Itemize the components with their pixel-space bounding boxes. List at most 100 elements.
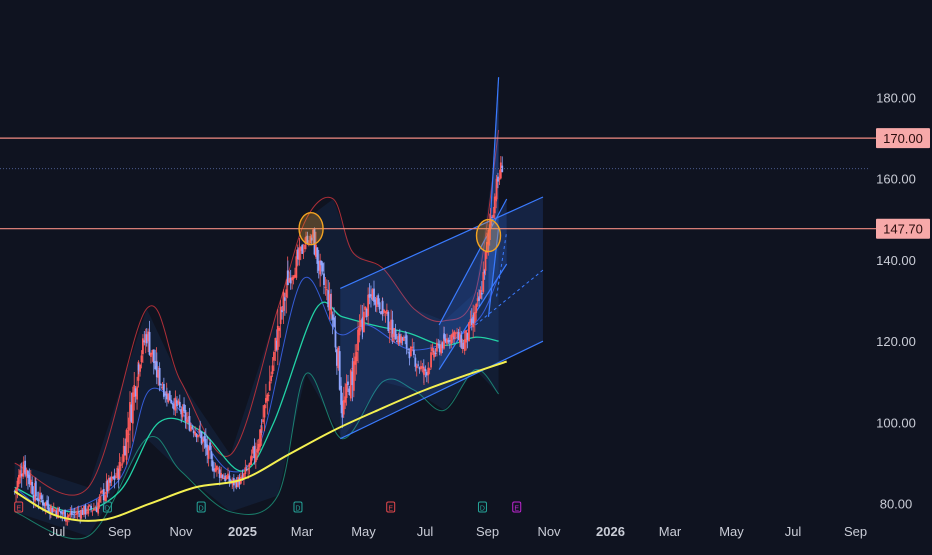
candle-body — [29, 479, 32, 486]
candle-body — [248, 462, 251, 467]
event-marker[interactable]: D — [293, 501, 303, 513]
candle-body — [22, 472, 25, 477]
candle-body — [27, 470, 29, 478]
y-tick-label: 140.00 — [876, 253, 916, 268]
candle-body — [385, 309, 388, 314]
level-label-bg-147.70 — [876, 218, 930, 239]
candle-body — [437, 343, 440, 345]
candle-body — [19, 470, 22, 478]
channel-steep-mid — [496, 231, 508, 297]
candle-body — [305, 236, 307, 245]
candle-body — [340, 385, 343, 405]
level-label-147.70: 147.70 — [883, 222, 923, 237]
candle-body — [199, 431, 202, 433]
candle-body — [143, 340, 146, 343]
event-marker-box — [293, 501, 303, 513]
candle-body — [243, 473, 245, 479]
candle-body — [315, 244, 317, 257]
candle-body — [22, 464, 25, 473]
candle-body — [312, 229, 314, 238]
candle-body — [316, 247, 319, 264]
candle-body — [252, 446, 254, 454]
candle-body — [39, 492, 41, 500]
event-marker[interactable]: E — [386, 501, 396, 513]
candle-body — [127, 427, 129, 429]
candle-body — [374, 299, 377, 305]
candle-body — [375, 297, 378, 307]
candle-body — [400, 336, 403, 344]
candle-body — [295, 256, 298, 278]
candle-body — [448, 340, 451, 342]
candle-body — [276, 325, 279, 350]
event-marker-box — [477, 501, 487, 513]
candle-body — [493, 196, 496, 214]
candle-body — [299, 246, 302, 251]
candle-body — [100, 491, 102, 494]
candle-body — [286, 270, 289, 286]
candle-body — [288, 278, 291, 283]
candle-body — [67, 514, 70, 517]
candle-body — [348, 388, 351, 396]
event-marker[interactable]: D — [102, 501, 112, 513]
candle-body — [472, 317, 475, 323]
event-marker[interactable]: E — [14, 501, 24, 513]
channel-spike-lower — [487, 227, 500, 317]
y-tick-label: 180.00 — [876, 90, 916, 105]
event-marker-label: D — [480, 506, 485, 513]
candle-body — [396, 340, 398, 343]
candle-body — [62, 511, 65, 514]
candle-body — [441, 342, 444, 349]
candle-body — [397, 336, 400, 344]
candle-body — [463, 339, 466, 351]
candle-body — [321, 263, 324, 272]
candle-body — [499, 162, 502, 179]
candle-body — [121, 463, 124, 465]
candle-body — [181, 407, 184, 418]
candle-body — [218, 469, 221, 478]
candle-body — [473, 312, 476, 323]
candle-body — [434, 352, 437, 354]
x-tick-label: 2026 — [596, 524, 625, 539]
candle-body — [253, 445, 256, 458]
candle-body — [110, 476, 113, 482]
candle-body — [491, 217, 493, 219]
candle-body — [278, 327, 281, 331]
candle-body — [443, 333, 446, 339]
candle-body — [342, 400, 345, 415]
candle-body — [297, 249, 299, 260]
candle-body — [112, 477, 114, 479]
candle-body — [344, 396, 347, 403]
candle-body — [357, 329, 359, 351]
candle-body — [349, 370, 352, 399]
event-marker[interactable]: E — [512, 501, 522, 513]
event-marker[interactable]: D — [196, 501, 206, 513]
candle-body — [69, 512, 72, 515]
candle-body — [451, 333, 454, 338]
event-marker[interactable]: D — [477, 501, 487, 513]
candle-body — [334, 330, 337, 348]
candle-body — [431, 348, 434, 352]
x-tick-label: 2025 — [228, 524, 257, 539]
candle-body — [54, 510, 57, 511]
candle-body — [324, 286, 327, 288]
event-marker-label: E — [388, 506, 393, 513]
candle-body — [275, 340, 278, 350]
candle-body — [94, 509, 97, 511]
candle-body — [59, 511, 62, 514]
candle-body — [85, 512, 88, 514]
candle-body — [267, 395, 270, 397]
candle-body — [371, 289, 374, 298]
candle-body — [268, 381, 271, 391]
candle-body — [388, 331, 391, 333]
candle-body — [482, 272, 485, 292]
candle-body — [129, 402, 131, 431]
event-marker-box — [196, 501, 206, 513]
candle-body — [302, 251, 305, 253]
candle-body — [301, 244, 304, 254]
candle-body — [225, 476, 228, 480]
candle-body — [489, 219, 492, 228]
candle-body — [203, 436, 206, 441]
candle-body — [17, 474, 20, 485]
candle-body — [501, 165, 504, 173]
